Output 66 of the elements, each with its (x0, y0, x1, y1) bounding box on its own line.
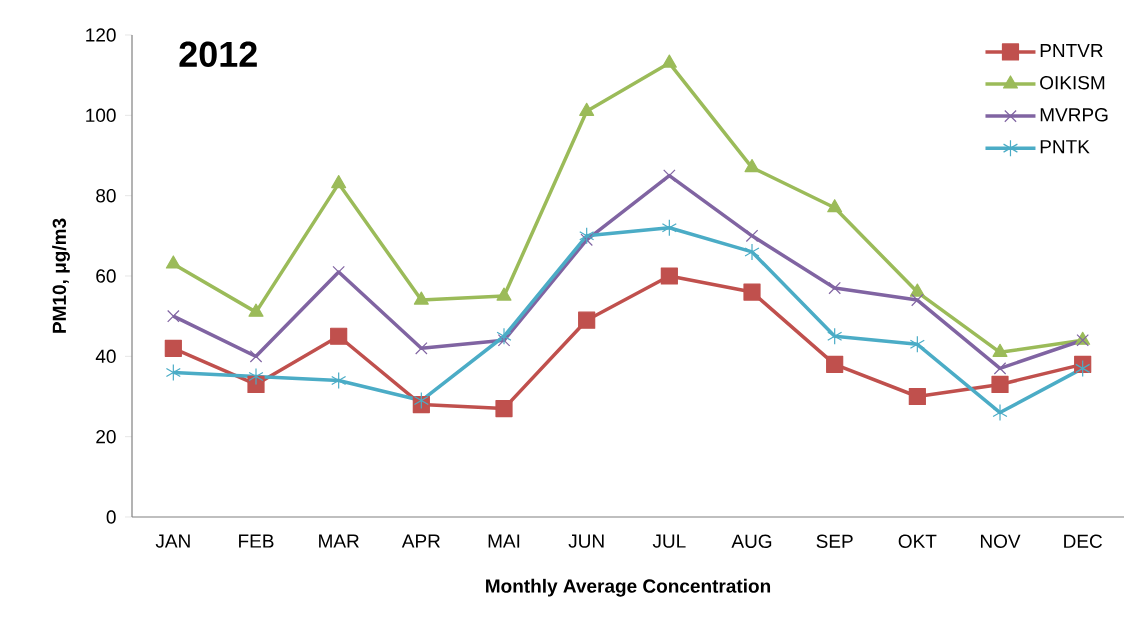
point (165, 363, 181, 381)
legend-label: OIKISM (1040, 75, 1105, 90)
point (911, 293, 924, 307)
point (579, 227, 595, 245)
x-tick-label: JUL (652, 534, 686, 548)
point (992, 403, 1008, 422)
point (827, 199, 843, 213)
point (909, 283, 925, 297)
point (249, 350, 263, 363)
y-tick-label: 60 (96, 269, 116, 283)
point (828, 281, 841, 295)
chart-title: 2012 (179, 41, 257, 68)
x-tick-label: MAR (319, 534, 359, 548)
point (165, 255, 181, 269)
y-tick-label: 40 (95, 349, 116, 364)
x-tick-label: FEB (239, 534, 274, 548)
point (330, 327, 348, 345)
point (248, 367, 264, 386)
point (497, 334, 511, 347)
point (991, 375, 1009, 394)
point (579, 102, 595, 116)
point (331, 175, 347, 189)
point (661, 219, 677, 237)
x-tick-label: NOV (980, 534, 1021, 548)
x-tick-label: DEC (1064, 534, 1102, 548)
point (993, 362, 1007, 375)
x-tick-label: APR (401, 534, 440, 548)
point (660, 267, 678, 285)
point (580, 233, 593, 247)
legend-label: PNTVR (1040, 44, 1103, 58)
point (744, 243, 760, 261)
x-tick-label: AUG (731, 534, 772, 548)
point (495, 399, 513, 418)
point (413, 391, 429, 410)
point (745, 229, 759, 243)
point (164, 339, 182, 357)
point (248, 303, 264, 317)
legend-label: MVRPG (1040, 108, 1108, 122)
y-tick-label: 120 (86, 28, 116, 42)
point (908, 387, 926, 406)
point (826, 355, 844, 373)
y-tick-label: 20 (96, 429, 116, 444)
x-axis-title: Monthly Average Concentration (486, 578, 771, 597)
legend-label: PNTK (1040, 140, 1090, 154)
point (167, 309, 180, 323)
x-tick-label: JUN (568, 534, 604, 548)
x-tick-label: SEP (816, 534, 853, 548)
point (496, 287, 512, 301)
x-tick-label: MAI (488, 534, 520, 548)
point (1075, 359, 1091, 377)
y-tick-label: 0 (106, 510, 116, 524)
x-tick-label: OKT (898, 534, 937, 548)
point (578, 311, 596, 329)
y-tick-label: 80 (96, 188, 116, 203)
point (743, 283, 761, 301)
point (909, 335, 925, 353)
x-tick-label: JAN (155, 534, 190, 548)
point (661, 54, 677, 68)
y-tick-label: 100 (86, 108, 116, 123)
point (744, 158, 760, 173)
point (415, 342, 428, 355)
point (413, 291, 429, 305)
point (496, 327, 512, 345)
point (827, 327, 843, 345)
point (331, 371, 347, 390)
y-axis-title: PM10, μg/m3 (52, 218, 70, 333)
